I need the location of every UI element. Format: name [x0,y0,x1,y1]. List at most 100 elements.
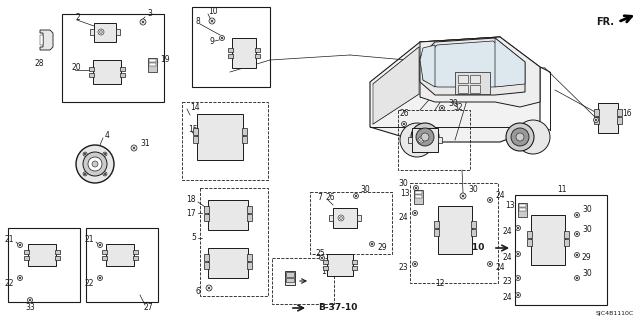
Bar [412,128,438,152]
Circle shape [369,241,374,247]
Circle shape [511,128,529,146]
Bar [204,214,209,221]
Circle shape [421,133,429,141]
Bar [197,114,243,160]
Circle shape [97,276,102,280]
Bar [208,200,248,230]
Text: 26: 26 [325,194,335,203]
Circle shape [83,172,87,176]
Circle shape [400,123,434,157]
Text: 24: 24 [502,227,512,236]
Bar [564,239,569,246]
Circle shape [103,152,107,156]
Bar [352,266,357,270]
Bar [272,258,334,304]
Circle shape [220,35,225,41]
Bar [564,231,569,238]
Circle shape [575,232,579,236]
Bar [62,14,164,102]
Text: 6: 6 [195,287,200,296]
Circle shape [419,138,422,142]
Text: 28: 28 [35,58,44,68]
Circle shape [515,251,520,256]
Text: 21: 21 [84,235,94,244]
Bar [116,29,120,35]
Bar [594,109,599,116]
Circle shape [506,123,534,151]
Text: 26: 26 [399,109,409,118]
Circle shape [339,217,342,219]
Bar [285,271,295,285]
Text: 7: 7 [317,194,322,203]
Bar [329,215,333,221]
Polygon shape [40,30,53,50]
Circle shape [593,117,598,122]
Circle shape [418,137,424,143]
Polygon shape [420,45,435,87]
Bar [408,137,412,143]
Text: 21: 21 [4,235,14,244]
Circle shape [515,293,520,298]
Polygon shape [373,47,419,124]
Bar [617,117,622,124]
Bar [232,38,256,68]
Text: B-37-10: B-37-10 [445,243,484,253]
Text: 25: 25 [316,249,326,257]
Bar [147,58,157,72]
Bar [182,102,268,180]
Text: 16: 16 [622,108,632,117]
Text: 13: 13 [506,201,515,210]
Text: FR.: FR. [596,17,614,27]
Circle shape [103,172,107,176]
Bar [398,110,470,170]
Circle shape [575,212,579,218]
Bar [193,128,198,135]
Bar [434,221,439,228]
Bar [40,35,43,45]
Text: 30: 30 [448,100,458,108]
Text: 30: 30 [398,180,408,189]
Bar [55,256,60,260]
Circle shape [131,145,137,151]
Bar [90,29,94,35]
Polygon shape [420,37,540,107]
Text: 30: 30 [468,184,477,194]
Text: 29: 29 [377,243,387,253]
Text: 11: 11 [557,186,567,195]
Bar [86,228,158,302]
Circle shape [83,152,87,156]
Bar [133,250,138,254]
Text: 30: 30 [582,205,592,214]
Circle shape [88,157,102,171]
Bar [458,85,468,93]
Bar [242,136,247,143]
Polygon shape [420,38,525,95]
Circle shape [209,18,215,24]
Bar [208,248,248,278]
Bar [204,206,209,213]
Text: 5: 5 [191,234,196,242]
Text: 4: 4 [105,131,110,140]
Bar [438,137,442,143]
Circle shape [206,285,212,291]
Bar [89,67,94,71]
Circle shape [416,128,434,146]
Bar [357,215,361,221]
Bar [310,192,392,254]
Bar [518,208,525,211]
Text: 33: 33 [25,303,35,313]
Bar [242,128,247,135]
Text: 20: 20 [72,63,82,72]
Text: 32: 32 [453,103,463,113]
Text: 30: 30 [582,270,592,278]
Bar [94,23,116,41]
Bar [55,250,60,254]
Circle shape [440,106,445,110]
Bar [470,75,480,83]
Circle shape [83,152,107,176]
Bar [518,204,525,207]
Bar [527,239,532,246]
Bar [204,254,209,261]
Bar [93,60,121,84]
Circle shape [17,242,22,248]
